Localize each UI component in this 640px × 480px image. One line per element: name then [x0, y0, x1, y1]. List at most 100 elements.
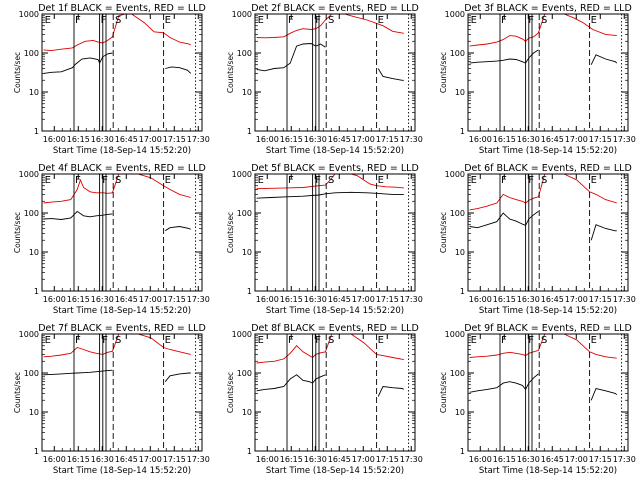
event-marker-label: S — [541, 335, 547, 346]
event-marker-label: S — [115, 175, 121, 186]
event-marker-label: E — [471, 175, 477, 186]
event-marker-label: F — [102, 175, 108, 186]
x-tick-label: 16:45 — [541, 135, 564, 144]
x-tick-label: 16:00 — [469, 295, 492, 304]
y-tick-label: 1 — [34, 447, 39, 456]
x-tick-label: 16:45 — [115, 295, 138, 304]
series-line-lld — [256, 334, 404, 364]
event-marker-label: F — [315, 175, 321, 186]
x-tick-label: 16:00 — [43, 295, 66, 304]
plot-frame — [467, 173, 629, 292]
y-tick-label: 10 — [29, 88, 39, 97]
event-marker-label: E — [258, 175, 264, 186]
event-marker-label: F — [528, 15, 534, 26]
event-marker-label: E — [591, 175, 597, 186]
x-tick-label: 16:15 — [280, 135, 303, 144]
plot-frame — [254, 173, 416, 292]
plot-frame — [467, 13, 629, 132]
x-tick-label: 16:45 — [115, 135, 138, 144]
x-tick-label: 17:30 — [613, 455, 636, 464]
panel-title: Det 8f BLACK = Events, RED = LLD — [251, 323, 419, 334]
x-tick-label: 16:00 — [43, 455, 66, 464]
y-axis-label: Counts/sec — [13, 212, 22, 253]
x-axis-label: Start Time (18-Sep-14 15:52:20) — [53, 146, 191, 156]
y-tick-label: 100 — [24, 209, 39, 218]
panel-title: Det 6f BLACK = Events, RED = LLD — [464, 163, 632, 174]
event-marker-label: E — [258, 15, 264, 26]
y-tick-label: 1 — [247, 447, 252, 456]
event-marker-label: E — [471, 15, 477, 26]
event-marker-label: E — [165, 335, 171, 346]
x-tick-label: 17:30 — [187, 135, 210, 144]
plot-frame — [41, 173, 203, 292]
x-tick-label: 17:00 — [565, 455, 588, 464]
x-axis-label: Start Time (18-Sep-14 15:52:20) — [266, 306, 404, 316]
panel-title: Det 4f BLACK = Events, RED = LLD — [38, 163, 206, 174]
panel-title: Det 3f BLACK = Events, RED = LLD — [464, 3, 632, 14]
y-tick-label: 1 — [460, 127, 465, 136]
event-marker-label: S — [115, 15, 121, 26]
series-line-lld — [469, 174, 617, 211]
event-marker-label: E — [378, 335, 384, 346]
x-tick-label: 16:45 — [328, 135, 351, 144]
event-marker-label: S — [541, 175, 547, 186]
x-tick-label: 17:30 — [400, 295, 423, 304]
plot-frame — [467, 333, 629, 452]
y-tick-label: 10 — [455, 248, 465, 257]
y-tick-label: 10 — [242, 88, 252, 97]
y-tick-label: 10 — [455, 408, 465, 417]
y-tick-label: 1000 — [19, 330, 39, 339]
y-tick-label: 1 — [247, 287, 252, 296]
y-tick-label: 100 — [24, 49, 39, 58]
series-line-events — [43, 210, 192, 232]
x-tick-label: 16:15 — [280, 455, 303, 464]
x-tick-label: 16:15 — [67, 135, 90, 144]
x-tick-label: 17:15 — [376, 135, 399, 144]
y-tick-label: 10 — [29, 248, 39, 257]
x-tick-label: 16:30 — [91, 135, 114, 144]
x-tick-label: 16:00 — [469, 455, 492, 464]
y-tick-label: 1000 — [19, 170, 39, 179]
x-axis-label: Start Time (18-Sep-14 15:52:20) — [479, 146, 617, 156]
x-tick-label: 17:00 — [352, 455, 375, 464]
x-tick-label: 17:00 — [352, 295, 375, 304]
y-axis-label: Counts/sec — [439, 212, 448, 253]
x-tick-label: 16:30 — [304, 135, 327, 144]
x-tick-label: 17:00 — [139, 455, 162, 464]
series-group — [256, 14, 404, 81]
event-marker-label: E — [165, 175, 171, 186]
series-line-events — [469, 211, 617, 241]
series-line-events — [256, 191, 404, 199]
y-axis-label: Counts/sec — [13, 372, 22, 413]
series-line-events — [256, 43, 404, 81]
series-line-events — [43, 369, 191, 382]
event-marker-label: E — [45, 335, 51, 346]
x-tick-label: 16:30 — [304, 295, 327, 304]
y-tick-label: 1000 — [445, 330, 465, 339]
y-tick-label: 100 — [237, 49, 252, 58]
panel-title: Det 9f BLACK = Events, RED = LLD — [464, 323, 632, 334]
event-marker-label: F — [75, 175, 81, 186]
event-marker-label: E — [591, 335, 597, 346]
event-marker-label: E — [591, 15, 597, 26]
x-tick-label: 16:00 — [469, 135, 492, 144]
panel-title: Det 7f BLACK = Events, RED = LLD — [38, 323, 206, 334]
plot-frame — [254, 13, 416, 132]
series-group — [256, 334, 405, 397]
x-tick-label: 17:15 — [376, 455, 399, 464]
x-tick-label: 17:30 — [400, 135, 423, 144]
x-tick-label: 16:15 — [67, 455, 90, 464]
y-tick-label: 1000 — [19, 10, 39, 19]
y-axis-label: Counts/sec — [439, 372, 448, 413]
panel-title: Det 2f BLACK = Events, RED = LLD — [251, 3, 419, 14]
y-tick-label: 1000 — [232, 330, 252, 339]
x-tick-label: 16:30 — [304, 455, 327, 464]
event-marker-label: E — [165, 15, 171, 26]
x-axis-label: Start Time (18-Sep-14 15:52:20) — [53, 466, 191, 476]
